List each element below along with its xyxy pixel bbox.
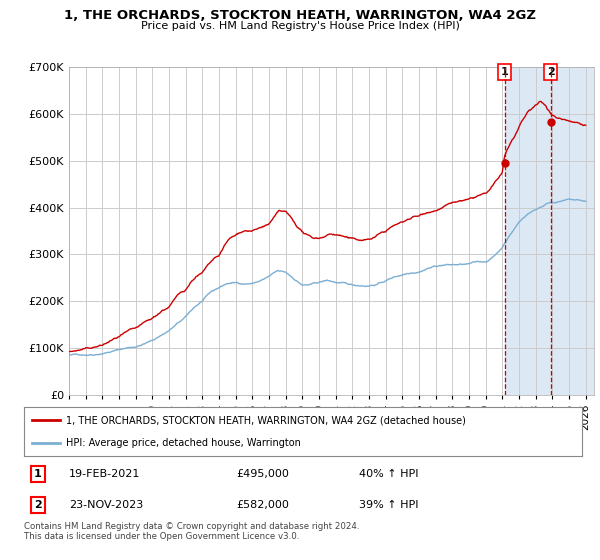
- Text: 19-FEB-2021: 19-FEB-2021: [68, 469, 140, 479]
- Text: £495,000: £495,000: [236, 469, 289, 479]
- Text: 1, THE ORCHARDS, STOCKTON HEATH, WARRINGTON, WA4 2GZ (detached house): 1, THE ORCHARDS, STOCKTON HEATH, WARRING…: [66, 416, 466, 426]
- Text: £582,000: £582,000: [236, 500, 289, 510]
- Text: 1: 1: [500, 67, 508, 77]
- Text: 2: 2: [547, 67, 554, 77]
- Text: HPI: Average price, detached house, Warrington: HPI: Average price, detached house, Warr…: [66, 438, 301, 448]
- Text: 39% ↑ HPI: 39% ↑ HPI: [359, 500, 418, 510]
- Text: 40% ↑ HPI: 40% ↑ HPI: [359, 469, 418, 479]
- Text: 1: 1: [34, 469, 42, 479]
- Text: 2: 2: [34, 500, 42, 510]
- Text: 1, THE ORCHARDS, STOCKTON HEATH, WARRINGTON, WA4 2GZ: 1, THE ORCHARDS, STOCKTON HEATH, WARRING…: [64, 9, 536, 22]
- Text: Contains HM Land Registry data © Crown copyright and database right 2024.
This d: Contains HM Land Registry data © Crown c…: [24, 522, 359, 542]
- Bar: [505, 67, 594, 395]
- Text: Price paid vs. HM Land Registry's House Price Index (HPI): Price paid vs. HM Land Registry's House …: [140, 21, 460, 31]
- Text: 23-NOV-2023: 23-NOV-2023: [68, 500, 143, 510]
